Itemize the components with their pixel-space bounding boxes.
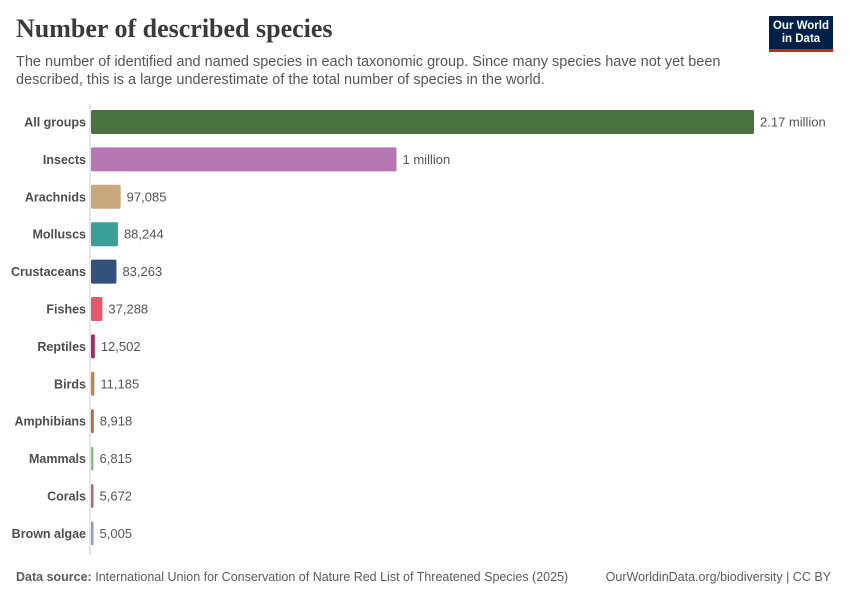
logo-line-2: in Data: [781, 33, 821, 45]
footer-url[interactable]: OurWorldinData.org/biodiversity | CC BY: [605, 570, 831, 584]
bar-reptiles[interactable]: [91, 334, 95, 359]
footer: Data source: International Union for Con…: [16, 570, 831, 584]
bar-birds[interactable]: [91, 371, 95, 396]
category-label-crustaceans: Crustaceans: [11, 265, 86, 279]
value-label-corals: 5,672: [100, 489, 133, 504]
bar-crustaceans[interactable]: [91, 259, 117, 284]
bar-insects[interactable]: [91, 147, 397, 172]
category-label-birds: Birds: [54, 377, 86, 391]
bar-amphibians[interactable]: [91, 409, 94, 434]
value-label-brown-algae: 5,005: [100, 526, 133, 541]
chart-subtitle: The number of identified and named speci…: [16, 54, 721, 88]
source-label: Data source:: [16, 570, 92, 584]
category-label-fishes: Fishes: [46, 303, 86, 317]
category-label-all-groups: All groups: [24, 116, 86, 130]
value-label-fishes: 37,288: [108, 302, 148, 317]
category-label-arachnids: Arachnids: [25, 190, 86, 204]
chart-title: Number of described species: [16, 14, 333, 43]
category-label-molluscs: Molluscs: [33, 228, 87, 242]
value-label-mammals: 6,815: [100, 451, 133, 466]
value-label-birds: 11,185: [100, 376, 139, 391]
value-label-crustaceans: 83,263: [122, 264, 162, 279]
logo-line-1: Our World: [772, 20, 829, 32]
bar-molluscs[interactable]: [91, 222, 118, 247]
category-label-insects: Insects: [43, 153, 86, 167]
source-text[interactable]: International Union for Conservation of …: [95, 570, 569, 584]
value-label-arachnids: 97,085: [127, 189, 167, 204]
value-label-reptiles: 12,502: [101, 339, 141, 354]
value-label-amphibians: 8,918: [100, 414, 133, 429]
bar-brown-algae[interactable]: [91, 521, 94, 546]
category-label-corals: Corals: [47, 490, 86, 504]
bar-corals[interactable]: [91, 484, 94, 508]
bar-fishes[interactable]: [91, 297, 103, 321]
bar-mammals[interactable]: [91, 446, 94, 471]
value-label-all-groups: 2.17 million: [760, 115, 826, 130]
category-label-brown-algae: Brown algae: [12, 527, 86, 541]
category-label-reptiles: Reptiles: [37, 340, 86, 354]
category-label-amphibians: Amphibians: [14, 415, 86, 429]
category-label-mammals: Mammals: [29, 452, 86, 466]
owid-logo[interactable]: Our World in Data: [769, 16, 833, 52]
value-label-molluscs: 88,244: [124, 227, 164, 242]
value-label-insects: 1 million: [403, 152, 451, 167]
bar-all-groups[interactable]: [91, 110, 754, 134]
bar-chart: All groups 2.17 million Insects 1 million Ar…: [11, 104, 826, 555]
bar-arachnids[interactable]: [91, 184, 121, 209]
